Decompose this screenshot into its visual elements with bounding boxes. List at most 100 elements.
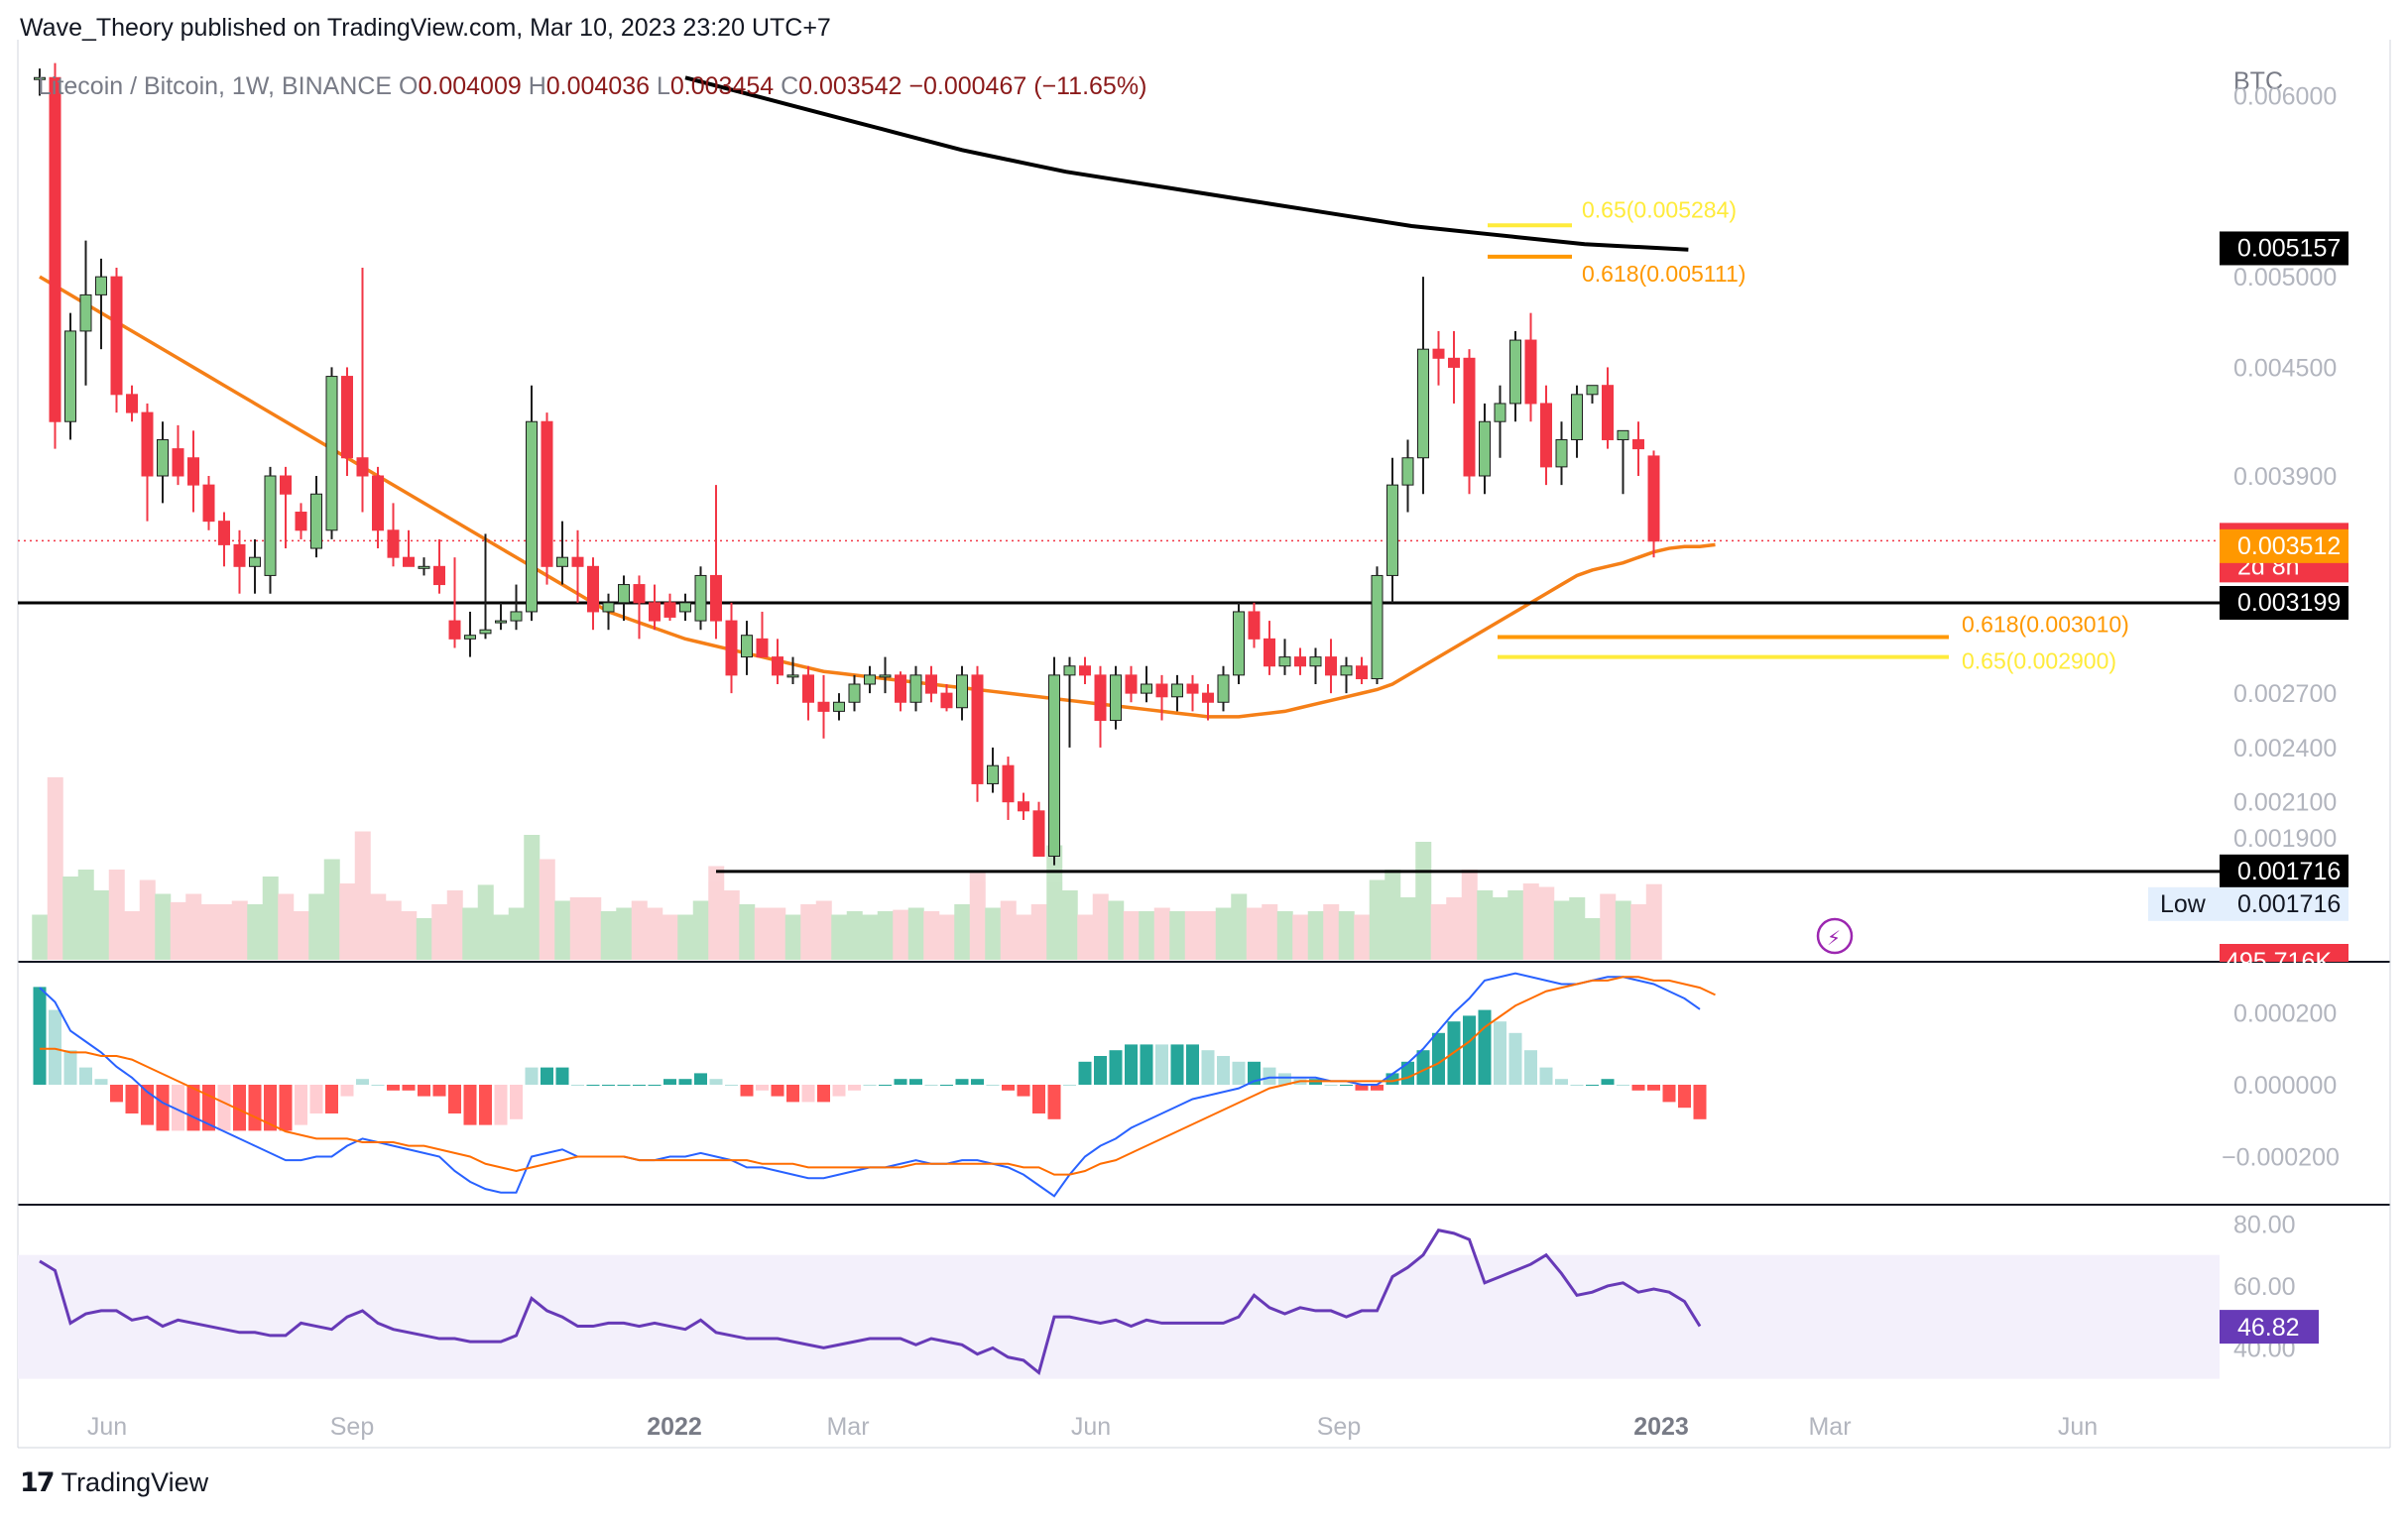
volume-bar	[477, 884, 494, 960]
macd-histogram-bar	[479, 1085, 492, 1125]
time-tick-label: Sep	[330, 1413, 374, 1441]
macd-histogram-bar	[1555, 1079, 1568, 1085]
macd-tick-label: −0.000200	[2222, 1144, 2340, 1172]
candle-body	[741, 635, 753, 658]
volume-bar	[600, 911, 617, 960]
macd-histogram-bar	[1155, 1044, 1168, 1085]
tradingview-brand[interactable]: 𝟭𝟳 TradingView	[20, 1467, 208, 1498]
candle-body	[1125, 674, 1138, 694]
volume-bar	[1169, 911, 1186, 960]
macd-histogram-bar	[617, 1085, 631, 1086]
volume-bar	[877, 911, 894, 960]
candle-body	[802, 674, 814, 703]
macd-histogram-bar	[110, 1085, 123, 1103]
macd-histogram-bar	[402, 1085, 416, 1091]
price-tag-label: 0.005157	[2237, 234, 2341, 262]
volume-bar	[155, 893, 172, 960]
volume-bar	[524, 835, 541, 960]
volume-bar	[954, 904, 971, 960]
volume-bar	[1354, 914, 1371, 960]
candle-body	[541, 420, 553, 567]
candle-body	[587, 565, 599, 613]
candle-body	[756, 638, 769, 658]
fib-level-label: 0.618(0.005111)	[1582, 261, 1746, 287]
candle-body	[64, 330, 76, 422]
volume-bar	[339, 883, 356, 960]
volume-bar	[1630, 904, 1647, 960]
volume-bar	[1231, 893, 1248, 960]
macd-histogram-bar	[49, 1009, 61, 1085]
candle-body	[679, 602, 691, 613]
candle-body	[1371, 574, 1384, 680]
macd-histogram-bar	[125, 1085, 139, 1113]
macd-histogram-bar	[633, 1085, 646, 1086]
candle-body	[1264, 638, 1275, 667]
candle-body	[1602, 385, 1614, 440]
candle-body	[864, 674, 876, 685]
volume-bar	[1030, 904, 1047, 960]
volume-bar	[1092, 893, 1109, 960]
low-tag-box	[2148, 886, 2348, 921]
fib-level-label: 0.618(0.003010)	[1962, 612, 2129, 638]
volume-bar	[1522, 883, 1539, 960]
time-tick-label: 2023	[1633, 1413, 1689, 1441]
rsi-value-label: 46.82	[2237, 1314, 2300, 1342]
fib-level-label: 0.65(0.002900)	[1962, 648, 2116, 674]
candle-body	[1509, 339, 1521, 405]
volume-bar	[1338, 911, 1355, 960]
volume-bar	[216, 904, 233, 960]
macd-histogram-bar	[1340, 1085, 1353, 1086]
time-tick-label: Sep	[1317, 1413, 1361, 1441]
macd-tick-label: 0.000000	[2233, 1072, 2337, 1100]
volume-bar	[1046, 845, 1063, 960]
macd-histogram-bar	[648, 1085, 662, 1086]
macd-histogram-bar	[1586, 1085, 1599, 1086]
macd-pane: 0.000200 0.000000 −0.000200	[33, 972, 2340, 1198]
candle-body	[341, 376, 353, 459]
macd-histogram-bar	[940, 1085, 953, 1086]
volume-bar	[1307, 911, 1324, 960]
macd-histogram-bar	[1570, 1085, 1584, 1086]
volume-bar	[569, 897, 586, 960]
macd-histogram-bar	[709, 1079, 723, 1085]
candle-body	[694, 574, 707, 622]
candle-body	[817, 701, 830, 712]
volume-bar	[1108, 900, 1125, 960]
price-tag-box	[2220, 231, 2348, 266]
macd-histogram-bar	[663, 1079, 676, 1085]
macd-histogram-bar	[740, 1085, 754, 1097]
volume-bar	[354, 831, 371, 960]
macd-histogram-bar	[1002, 1085, 1015, 1091]
macd-histogram-bar	[1140, 1044, 1153, 1085]
macd-histogram-bar	[1248, 1061, 1261, 1085]
candle-body	[1032, 810, 1045, 857]
candle-body	[79, 293, 92, 332]
volume-bar	[1246, 907, 1263, 960]
lightning-icon	[1816, 917, 1854, 955]
macd-histogram-bar	[1385, 1073, 1399, 1085]
candle-body	[1325, 656, 1337, 676]
candle-body	[925, 674, 937, 694]
time-tick-label: Jun	[87, 1413, 127, 1441]
candle-body	[786, 674, 799, 678]
candle-body	[1617, 429, 1629, 440]
candle-body	[1340, 665, 1353, 676]
candle-body	[1002, 764, 1015, 803]
candle-body	[448, 620, 461, 640]
candle-body	[1094, 674, 1107, 722]
candle-body	[1079, 665, 1091, 676]
candle-body	[187, 457, 199, 486]
price-tag-box	[2220, 528, 2348, 563]
candle-body	[157, 438, 169, 477]
candle-body	[1448, 357, 1460, 368]
time-tick-label: Mar	[1808, 1413, 1851, 1441]
candle-body	[249, 556, 261, 567]
macd-histogram-bar	[1524, 1050, 1537, 1085]
volume-bar	[1415, 842, 1432, 960]
volume-bar	[1292, 914, 1309, 960]
volume-bar	[93, 890, 110, 960]
candle-body	[34, 76, 46, 80]
rsi-tick-label: 60.00	[2233, 1273, 2296, 1301]
candle-body	[49, 76, 61, 422]
